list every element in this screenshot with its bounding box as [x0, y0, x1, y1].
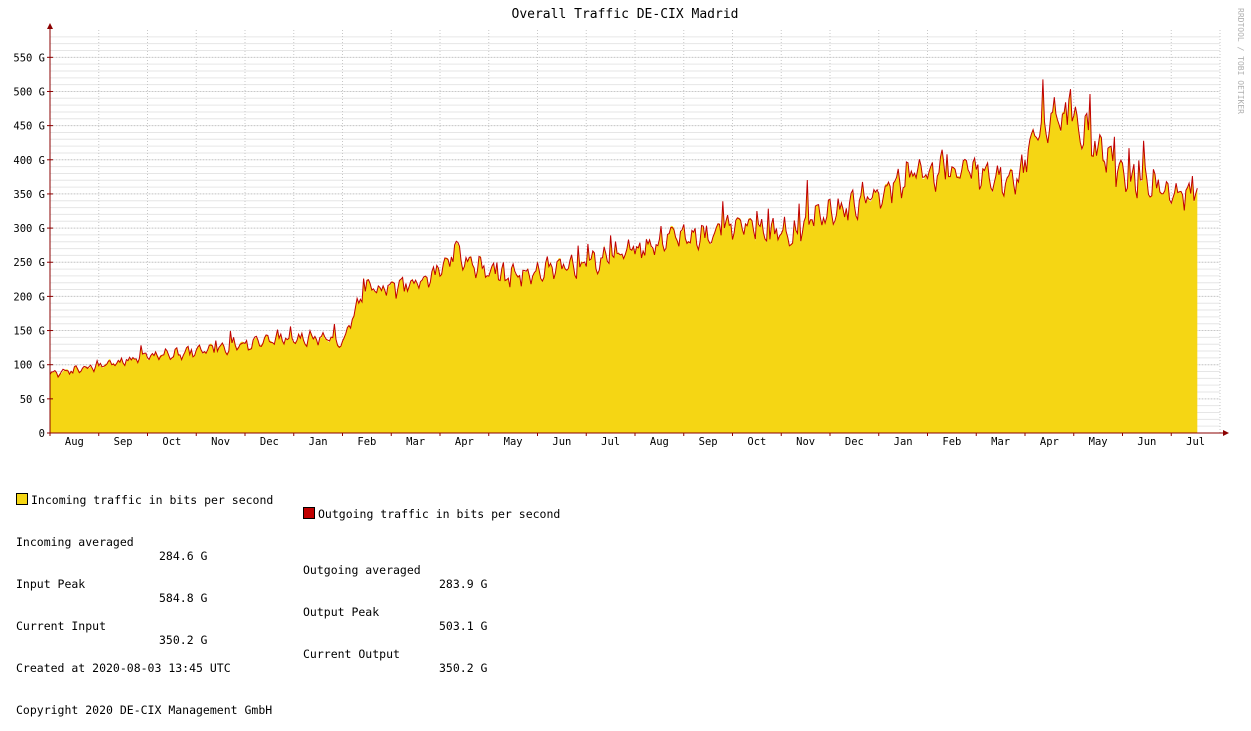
x-tick-label: Sep: [699, 436, 718, 448]
x-tick-label: Aug: [65, 436, 84, 448]
current-output-value: 350.2 G: [439, 661, 488, 675]
x-tick-label: Dec: [845, 436, 864, 448]
output-peak-value: 503.1 G: [439, 619, 488, 633]
x-tick-label: Feb: [942, 436, 961, 448]
x-tick-label: Jun: [552, 436, 571, 448]
y-tick-label: 250 G: [13, 257, 45, 269]
y-tick-label: 350 G: [13, 189, 45, 201]
outgoing-swatch: [303, 507, 315, 519]
y-tick-label: 450 G: [13, 121, 45, 133]
x-tick-label: Jun: [1137, 436, 1156, 448]
legend-incoming: Incoming traffic in bits per second: [16, 493, 273, 507]
outgoing-line: [49, 79, 1198, 379]
x-tick-label: Mar: [406, 436, 425, 448]
current-output-label: Current Output: [303, 647, 400, 661]
legend: Incoming traffic in bits per second Outg…: [16, 451, 560, 717]
traffic-chart: Overall Traffic DE-CIX Madrid RRDTOOL / …: [13, 7, 1245, 448]
y-tick-label: 50 G: [20, 394, 45, 406]
outgoing-averaged-label: Outgoing averaged: [303, 563, 421, 577]
outgoing-traffic-line: [49, 79, 1198, 379]
x-tick-label: Oct: [162, 436, 181, 448]
y-tick-label: 200 G: [13, 291, 45, 303]
incoming-averaged-label: Incoming averaged: [16, 535, 134, 549]
outgoing-averaged-value: 283.9 G: [439, 577, 488, 591]
x-tick-label: Nov: [796, 436, 815, 448]
incoming-averaged-value: 284.6 G: [159, 549, 208, 563]
legend-incoming-label: Incoming traffic in bits per second: [31, 493, 274, 507]
copyright: Copyright 2020 DE-CIX Management GmbH: [16, 703, 273, 717]
incoming-area: [50, 82, 1198, 433]
y-tick-label: 300 G: [13, 223, 45, 235]
axes: [47, 23, 1229, 436]
y-tick-label: 500 G: [13, 86, 45, 98]
y-tick-label: 150 G: [13, 326, 45, 338]
x-tick-label: Sep: [114, 436, 133, 448]
x-axis-arrow: [1223, 430, 1229, 436]
output-peak-label: Output Peak: [303, 605, 380, 619]
x-tick-label: Apr: [1040, 436, 1059, 448]
legend-outgoing: Outgoing traffic in bits per second: [303, 507, 560, 521]
current-input-value: 350.2 G: [159, 633, 208, 647]
y-tick-label: 400 G: [13, 155, 45, 167]
y-tick-label: 550 G: [13, 52, 45, 64]
x-tick-label: May: [1089, 436, 1108, 448]
incoming-traffic-area: [50, 82, 1198, 433]
y-tick-label: 0: [39, 428, 45, 440]
x-tick-label: Jul: [1186, 436, 1205, 448]
x-tick-label: May: [504, 436, 523, 448]
x-tick-label: Mar: [991, 436, 1010, 448]
x-tick-label: Apr: [455, 436, 474, 448]
legend-outgoing-label: Outgoing traffic in bits per second: [318, 507, 561, 521]
x-tick-label: Jan: [894, 436, 913, 448]
incoming-swatch: [16, 493, 28, 505]
chart-title: Overall Traffic DE-CIX Madrid: [512, 7, 739, 22]
y-axis-arrow: [47, 23, 53, 29]
x-tick-label: Nov: [211, 436, 230, 448]
x-tick-label: Feb: [357, 436, 376, 448]
x-tick-label: Aug: [650, 436, 669, 448]
current-input-label: Current Input: [16, 619, 107, 633]
x-tick-label: Oct: [747, 436, 766, 448]
y-axis-labels: 0 50 G 100 G 150 G 200 G 250 G 300 G 350 G 400 G…: [13, 52, 53, 440]
x-tick-label: Jul: [601, 436, 620, 448]
rrdtool-watermark: RRDTOOL / TOBI OETIKER: [1236, 8, 1245, 114]
x-tick-label: Dec: [260, 436, 279, 448]
created-timestamp: Created at 2020-08-03 13:45 UTC: [16, 661, 231, 675]
x-tick-label: Jan: [309, 436, 328, 448]
x-axis-labels: Aug Sep Oct Nov Dec Jan Feb Mar Apr May Jun Jul Aug S…: [49, 433, 1205, 448]
input-peak-label: Input Peak: [16, 577, 86, 591]
y-tick-label: 100 G: [13, 360, 45, 372]
input-peak-value: 584.8 G: [159, 591, 208, 605]
